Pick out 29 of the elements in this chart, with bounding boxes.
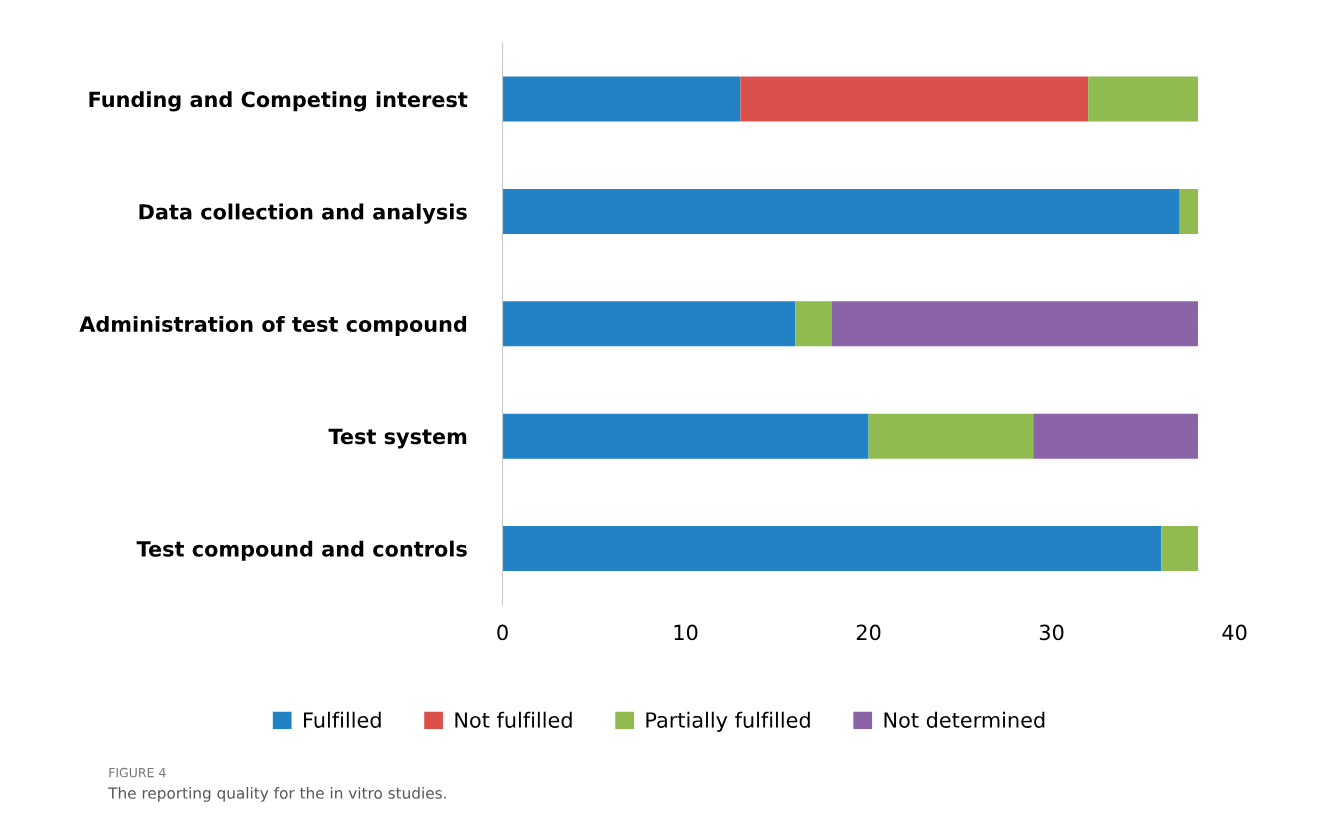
legend-label: Not determined [884,711,1045,728]
bar [740,76,1089,122]
bar [1161,526,1198,572]
bar [502,76,741,122]
legend-label: Partially fulfilled [646,711,810,732]
bar [1033,413,1198,459]
bar [795,301,832,347]
x-tick-label: 30 [1039,624,1064,641]
y-tick-label: Funding and Competing interest [89,91,468,112]
y-tick-label: Administration of test compound [79,315,467,337]
x-tick-label: 10 [674,624,698,641]
legend-label: Fulfilled [304,711,381,728]
bar [1179,188,1198,234]
bar [502,526,1162,572]
bar [502,188,1180,234]
bar [502,413,869,459]
x-tick-label: 20 [856,624,881,641]
caption: FIGURE 4 [109,767,166,778]
legend-label: Not fulfilled [455,711,572,728]
y-tick-label: Test compound and controls [136,540,467,561]
x-tick-label: 40 [1222,624,1247,641]
bar [502,301,796,347]
bar [868,413,1034,459]
x-tick-label: 0 [497,624,508,641]
text: The reporting quality for the in vitro studies. [108,786,446,802]
bar [831,301,1198,347]
y-tick-label: Data collection and analysis [139,203,467,224]
y-tick-label: Test system [328,428,467,449]
bar [1088,76,1198,122]
